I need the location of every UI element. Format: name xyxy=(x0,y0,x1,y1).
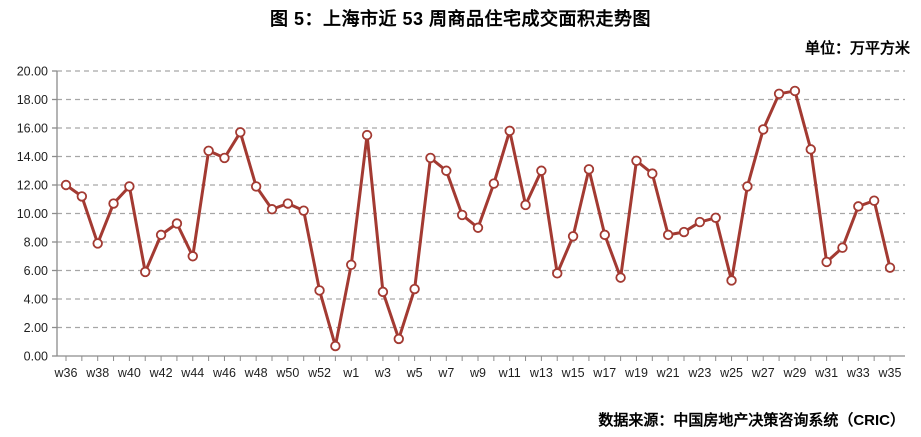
x-axis-label: w11 xyxy=(498,366,521,380)
y-axis-label: 18.00 xyxy=(17,93,48,107)
data-point-w44 xyxy=(187,251,198,262)
data-point-w47 xyxy=(235,127,246,138)
data-point-w6 xyxy=(425,152,436,164)
data-point-w34 xyxy=(868,195,880,206)
x-axis-label: w44 xyxy=(180,366,204,380)
x-axis-label: w13 xyxy=(529,366,553,380)
y-axis-label: 0.00 xyxy=(24,350,48,364)
data-point-w10 xyxy=(488,178,500,189)
data-point-w27 xyxy=(758,124,769,135)
data-point-w11 xyxy=(504,125,515,137)
x-axis-label: w40 xyxy=(117,366,141,380)
data-point-w35 xyxy=(884,262,896,273)
y-axis-label: 14.00 xyxy=(17,150,48,164)
x-axis-label: w9 xyxy=(469,366,486,380)
x-axis-label: w27 xyxy=(751,366,775,380)
data-source-label: 数据来源：中国房地产决策咨询系统（CRIC） xyxy=(598,412,905,429)
x-axis-label: w21 xyxy=(656,366,680,380)
data-point-w1 xyxy=(346,259,357,271)
data-point-w4 xyxy=(393,333,404,345)
unit-label: 单位：万平方米 xyxy=(804,40,910,57)
data-point-w33 xyxy=(853,201,864,212)
data-point-w3 xyxy=(377,286,389,298)
y-axis-label: 12.00 xyxy=(17,179,48,193)
data-point-w52 xyxy=(314,285,325,296)
y-axis-label: 6.00 xyxy=(24,264,48,278)
x-axis-label: w31 xyxy=(814,366,838,380)
y-axis-label: 20.00 xyxy=(17,65,48,79)
data-point-w22 xyxy=(678,226,690,238)
data-point-w46 xyxy=(219,152,230,164)
data-point-w42 xyxy=(155,229,167,241)
x-axis-label: w1 xyxy=(342,366,359,380)
data-point-w5 xyxy=(409,283,420,295)
line-chart: 20.00 18.00 16.00 14.00 12.00 10.00 8.00 6.00 4.… xyxy=(17,65,905,380)
x-axis-label: w48 xyxy=(244,366,268,380)
data-point-w51 xyxy=(298,205,309,216)
data-point-w40 xyxy=(124,181,135,192)
y-axis-label: 10.00 xyxy=(17,207,48,221)
x-axis-label: w19 xyxy=(624,366,648,380)
x-axis-label: w50 xyxy=(275,366,299,380)
data-point-w13 xyxy=(536,165,547,176)
data-point-w21 xyxy=(662,229,674,241)
data-point-w18 xyxy=(615,272,626,283)
data-point-w49 xyxy=(266,204,278,215)
x-axis-label: w38 xyxy=(85,366,109,380)
data-point-w16 xyxy=(583,164,595,175)
x-axis-label: w25 xyxy=(719,366,743,380)
x-axis-label: w35 xyxy=(878,366,902,380)
y-axis-label: 8.00 xyxy=(24,236,48,250)
chart-title: 图 5：上海市近 53 周商品住宅成交面积走势图 xyxy=(269,9,652,29)
x-axis-label: w42 xyxy=(149,366,173,380)
x-axis-label: w46 xyxy=(212,366,236,380)
x-axis-label: w17 xyxy=(592,366,616,380)
data-point-w28 xyxy=(773,88,785,100)
x-axis-label: w33 xyxy=(846,366,870,380)
data-point-w45 xyxy=(203,145,214,157)
y-axis-label: 4.00 xyxy=(24,293,48,307)
x-axis-label: w36 xyxy=(54,366,78,380)
y-axis-label: 2.00 xyxy=(24,321,48,335)
data-point-w31 xyxy=(821,256,832,268)
data-point-w9 xyxy=(472,222,484,233)
data-point-w12 xyxy=(520,199,531,211)
x-axis-label: w3 xyxy=(374,366,391,380)
data-point-w2 xyxy=(361,129,373,141)
x-axis-label: w52 xyxy=(307,366,331,380)
x-axis-label: w5 xyxy=(406,366,423,380)
data-point-w25 xyxy=(726,275,737,286)
data-point-w8 xyxy=(456,209,468,221)
x-axis-label: w29 xyxy=(782,366,806,380)
data-point-w29 xyxy=(789,85,801,97)
data-point-w20 xyxy=(647,168,658,179)
data-point-w15 xyxy=(567,231,579,242)
x-axis-label: w23 xyxy=(687,366,711,380)
data-point-w14 xyxy=(552,268,563,279)
data-point-w17 xyxy=(599,229,610,241)
data-point-w19 xyxy=(631,155,642,166)
data-point-w43 xyxy=(171,218,183,229)
data-point-w39 xyxy=(108,198,119,209)
data-point-w38 xyxy=(92,238,103,249)
x-axis-label: w15 xyxy=(561,366,585,380)
data-point-w23 xyxy=(694,216,706,228)
data-point-w48 xyxy=(250,181,262,192)
data-point-w30 xyxy=(805,144,816,155)
data-point-w7 xyxy=(441,165,452,176)
data-point-w26 xyxy=(742,181,753,192)
data-point-w36 xyxy=(60,179,72,191)
data-point-w53 xyxy=(330,340,341,352)
data-point-w32 xyxy=(837,242,848,253)
data-point-w37 xyxy=(76,191,88,202)
data-point-w24 xyxy=(710,212,721,223)
data-point-w41 xyxy=(140,266,151,278)
data-point-w50 xyxy=(282,198,294,209)
y-axis-label: 16.00 xyxy=(17,122,48,136)
x-axis-label: w7 xyxy=(437,366,454,380)
